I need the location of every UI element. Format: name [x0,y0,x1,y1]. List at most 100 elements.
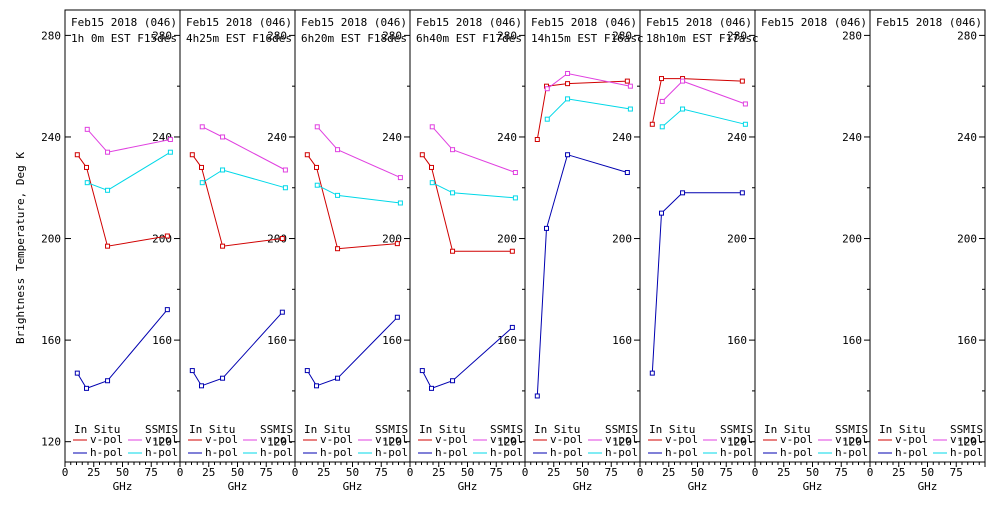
x-tick-label: 75 [720,466,733,479]
x-tick-label: 25 [547,466,560,479]
x-tick-label: 75 [145,466,158,479]
y-tick-label: 240 [497,131,517,144]
data-point-insitu_h [509,324,515,330]
series-line-insitu_v [536,80,628,140]
x-tick-label: 50 [346,466,359,479]
x-tick-label: 25 [202,466,215,479]
y-tick-label: 160 [497,334,517,347]
legend-in-situ-heading: In Situ [304,423,350,436]
y-tick-label: 280 [267,29,287,42]
legend-ssmis-heading: SSMIS [145,423,178,436]
data-point-ssmis_h [429,180,435,186]
data-point-ssmis_h [167,149,173,155]
data-point-ssmis_h [397,200,403,206]
x-tick-label: 0 [407,466,414,479]
y-tick-label: 160 [267,334,287,347]
y-tick-label: 280 [957,29,977,42]
data-point-ssmis_v [565,70,571,76]
panel-title: Feb15 2018 (046) [876,16,982,29]
data-point-insitu_v [534,137,540,143]
legend-ssmis-heading: SSMIS [375,423,408,436]
legend-label-insitu_v: v-pol [665,433,698,446]
data-point-ssmis_v [742,101,748,107]
series-line-insitu_v [306,154,398,250]
data-point-insitu_h [659,210,665,216]
panel-subtitle: 18h10m EST F17asc [646,32,759,45]
legend-label-ssmis_v: v-pol [260,433,293,446]
legend-in-situ-heading: In Situ [74,423,120,436]
chart-panel-4: Feb15 2018 (046) 6h40m EST F17des 120 160 20… [407,9,526,493]
x-tick-label: 25 [662,466,675,479]
y-tick-label: 280 [727,29,747,42]
y-tick-label: 160 [382,334,402,347]
y-tick-label: 280 [497,29,517,42]
panel-title: Feb15 2018 (046) [301,16,407,29]
data-point-insitu_v [314,164,320,170]
data-point-insitu_v [220,243,226,249]
chart-panel-7: Feb15 2018 (046) 120 160 200 240 280 0 25 50 75 GH… [752,9,871,493]
data-point-insitu_v [509,248,515,254]
legend-in-situ-heading: In Situ [649,423,695,436]
x-tick-label: 50 [921,466,934,479]
series-line-insitu_h [536,154,628,397]
data-point-insitu_h [105,378,111,384]
x-tick-label: 75 [260,466,273,479]
data-point-insitu_h [565,152,571,158]
legend-label-insitu_h: h-pol [205,446,238,459]
legend-label-ssmis_h: h-pol [260,446,293,459]
y-tick-label: 240 [152,131,172,144]
chart-panel-8: Feb15 2018 (046) 120 160 200 240 280 0 25 50 75 GH… [867,9,986,493]
data-point-insitu_v [199,164,205,170]
data-point-ssmis_h [512,195,518,201]
series-line-insitu_h [76,309,168,390]
y-tick-label: 240 [727,131,747,144]
data-point-insitu_h [394,314,400,320]
legend-label-ssmis_h: h-pol [490,446,523,459]
legend-label-ssmis_v: v-pol [720,433,753,446]
x-tick-label: 75 [605,466,618,479]
legend-in-situ-heading: In Situ [189,423,235,436]
legend-label-ssmis_h: h-pol [375,446,408,459]
x-axis-label: GHz [803,480,823,493]
x-tick-label: 0 [62,466,69,479]
data-point-insitu_h [314,383,320,389]
data-point-insitu_h [544,225,550,231]
panel-subtitle: 14h15m EST F16asc [531,32,644,45]
data-point-insitu_h [624,170,630,176]
data-point-insitu_h [739,190,745,196]
data-point-ssmis_h [544,116,550,122]
data-point-insitu_v [74,152,80,158]
y-tick-label: 120 [152,436,172,449]
data-point-insitu_h [164,307,170,313]
x-tick-label: 50 [806,466,819,479]
y-tick-label: 160 [842,334,862,347]
legend-label-insitu_v: v-pol [895,433,928,446]
y-tick-label-left: 120 [41,436,61,449]
data-point-insitu_h [189,368,195,374]
chart-panel-3: Feb15 2018 (046)6h20m EST F18des12016020… [292,9,411,493]
y-tick-label: 280 [842,29,862,42]
legend-ssmis-heading: SSMIS [605,423,638,436]
chart-panel-5: Feb15 2018 (046) 14h15m EST F16asc 120 160 2… [522,9,644,493]
legend-label-ssmis_h: h-pol [950,446,983,459]
y-tick-label: 160 [727,334,747,347]
panel-title: Feb15 2018 (046) [646,16,752,29]
data-point-insitu_h [649,370,655,376]
x-axis-label: GHz [113,480,133,493]
series-line-ssmis_h [432,182,516,199]
series-line-insitu_v [191,154,283,247]
data-point-insitu_h [534,393,540,399]
panel-title: Feb15 2018 (046) [186,16,292,29]
data-point-ssmis_v [199,124,205,130]
panel-subtitle: 6h20m EST F18des [301,32,407,45]
series-line-insitu_h [651,192,743,374]
x-tick-label: 75 [490,466,503,479]
x-axis-label: GHz [228,480,248,493]
data-point-ssmis_h [335,192,341,198]
data-point-ssmis_h [199,180,205,186]
y-tick-label: 120 [727,436,747,449]
data-point-insitu_v [394,241,400,247]
panel-title: Feb15 2018 (046) [761,16,867,29]
series-line-insitu_h [191,311,283,387]
y-tick-label: 280 [382,29,402,42]
